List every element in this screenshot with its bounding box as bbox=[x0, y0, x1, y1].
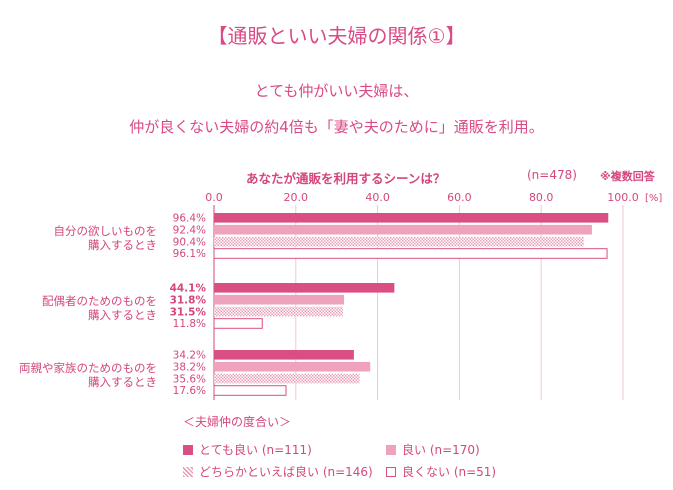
bar-0-0 bbox=[214, 213, 609, 223]
x-tick-label-3: 60.0 bbox=[447, 191, 472, 204]
bar-0-3 bbox=[213, 248, 608, 259]
bar-2-2 bbox=[214, 373, 360, 384]
legend-item-1: とても良い (n=111) bbox=[183, 441, 312, 458]
data-label-0-0: 96.4% bbox=[173, 213, 206, 225]
data-label-2-1: 38.2% bbox=[173, 361, 206, 373]
bar-1-3 bbox=[213, 318, 263, 329]
data-label-0-3: 96.1% bbox=[173, 248, 206, 260]
category-label-1-0: 配偶者のためのものを bbox=[42, 294, 157, 308]
category-label-0-1: 購入するとき bbox=[88, 238, 157, 252]
data-label-1-3: 11.8% bbox=[173, 318, 206, 330]
category-label-2-0: 両親や家族のためのものを bbox=[19, 361, 157, 375]
data-label-2-2: 35.6% bbox=[173, 373, 206, 385]
bar-1-2 bbox=[214, 306, 343, 317]
data-label-0-2: 90.4% bbox=[173, 236, 206, 248]
bar-1-0 bbox=[214, 283, 395, 293]
bar-0-2 bbox=[214, 236, 584, 247]
legend-swatch-1 bbox=[183, 445, 193, 455]
legend-label-1: とても良い (n=111) bbox=[199, 443, 312, 457]
legend-item-2: 良い (n=170) bbox=[386, 441, 480, 458]
data-label-2-0: 34.2% bbox=[173, 350, 206, 362]
data-label-1-0: 44.1% bbox=[170, 283, 207, 295]
bar-2-0 bbox=[214, 350, 354, 360]
category-label-2-1: 購入するとき bbox=[88, 375, 157, 389]
legend-item-4: 良くない (n=51) bbox=[386, 463, 496, 480]
x-tick-label-5: 100.0 bbox=[607, 191, 639, 204]
legend-swatch-4 bbox=[386, 467, 396, 477]
subtitle-line-1: とても仲がいい夫婦は、 bbox=[254, 82, 419, 100]
x-tick-label-2: 40.0 bbox=[365, 191, 390, 204]
data-label-1-2: 31.5% bbox=[170, 306, 207, 318]
bar-2-3 bbox=[213, 385, 287, 396]
x-tick-label-0: 0.0 bbox=[205, 191, 223, 204]
multiple-answer-note: ※複数回答 bbox=[600, 170, 655, 183]
data-label-2-3: 17.6% bbox=[173, 385, 206, 397]
bar-2-1 bbox=[214, 361, 371, 372]
category-label-0-0: 自分の欲しいものを bbox=[54, 224, 158, 238]
legend-label-4: 良くない (n=51) bbox=[402, 465, 497, 479]
legend-item-3: どちらかといえば良い (n=146) bbox=[183, 463, 373, 480]
bar-0-1 bbox=[214, 224, 592, 235]
legend-label-3: どちらかといえば良い (n=146) bbox=[199, 465, 373, 479]
x-unit-label: [%] bbox=[645, 193, 662, 204]
x-tick-label-1: 20.0 bbox=[284, 191, 309, 204]
legend-title: ＜夫婦仲の度合い＞ bbox=[183, 415, 292, 429]
legend-swatch-2 bbox=[386, 445, 396, 455]
subtitle-line-2: 仲が良くない夫婦の約4倍も「妻や夫のために」通販を利用。 bbox=[129, 118, 544, 136]
x-tick-label-4: 80.0 bbox=[529, 191, 554, 204]
data-label-1-1: 31.8% bbox=[170, 294, 207, 306]
page-title: 【通販といい夫婦の関係①】 bbox=[207, 24, 466, 48]
chart-title: あなたが通販を利用するシーンは？ bbox=[246, 171, 446, 186]
data-label-0-1: 92.4% bbox=[173, 224, 206, 236]
legend-swatch-3 bbox=[183, 467, 193, 477]
bar-1-1 bbox=[214, 294, 345, 305]
category-label-1-1: 購入するとき bbox=[88, 308, 157, 322]
sample-size: (n=478) bbox=[527, 168, 577, 182]
legend-label-2: 良い (n=170) bbox=[402, 443, 480, 457]
